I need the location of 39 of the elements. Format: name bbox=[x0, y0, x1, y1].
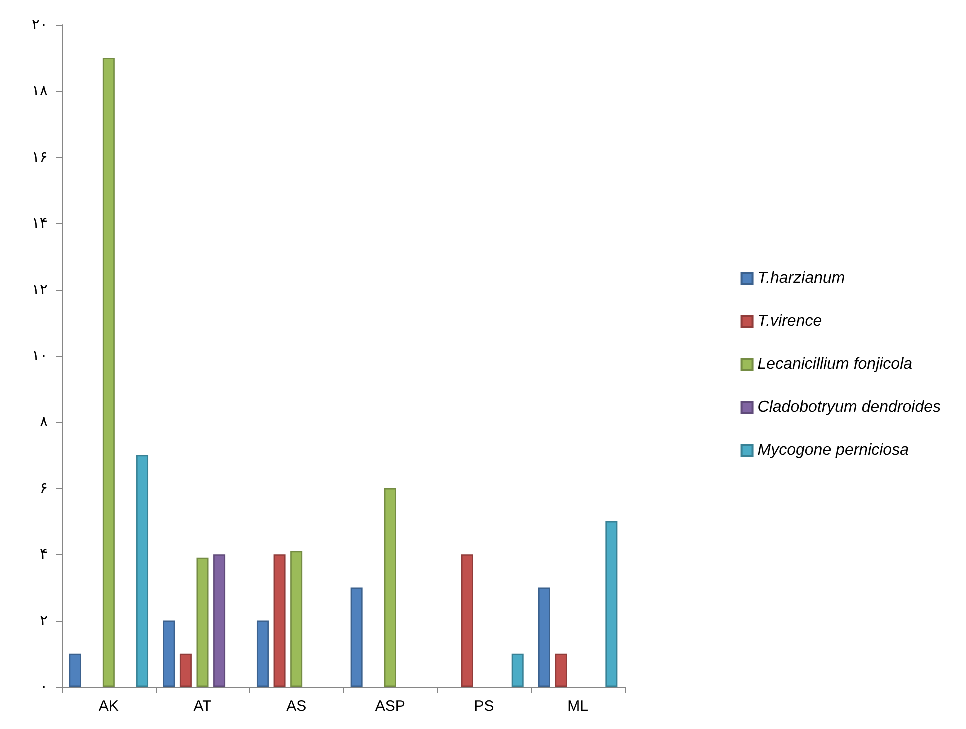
y-tick-label: ۰ bbox=[40, 678, 48, 696]
bar bbox=[606, 522, 618, 687]
bar bbox=[538, 588, 550, 687]
bar bbox=[196, 558, 209, 687]
x-tick-label: ML bbox=[568, 698, 589, 715]
y-tick-label: ۴ bbox=[40, 546, 48, 564]
x-tick-label: AT bbox=[194, 698, 212, 715]
y-tick-label: ۲۰ bbox=[32, 16, 48, 34]
bar bbox=[512, 654, 524, 687]
bar bbox=[102, 58, 115, 687]
bar bbox=[274, 554, 286, 687]
y-tick-label: ۶ bbox=[40, 480, 48, 497]
y-tick-label: ۲ bbox=[40, 612, 48, 630]
y-tick-label: ۱۴ bbox=[32, 215, 48, 232]
legend-label: T.virence bbox=[758, 313, 822, 330]
y-tick-label: ۱۲ bbox=[32, 281, 48, 298]
bar bbox=[136, 455, 149, 687]
bar bbox=[256, 620, 269, 687]
bar bbox=[384, 488, 396, 687]
bar bbox=[555, 654, 568, 687]
x-tick-label: AS bbox=[286, 698, 307, 715]
x-tick-label: ASP bbox=[375, 698, 406, 715]
legend-label: Lecanicillium fonjicola bbox=[758, 356, 913, 373]
y-tick-label: ۱۰ bbox=[32, 348, 48, 364]
bar bbox=[69, 654, 82, 687]
legend-label: Mycogone perniciosa bbox=[758, 442, 910, 459]
y-tick-label: ۱۶ bbox=[32, 148, 48, 166]
bar bbox=[290, 551, 303, 687]
y-tick-label: ۱۸ bbox=[32, 82, 48, 100]
x-tick-label: PS bbox=[474, 698, 494, 715]
bar bbox=[350, 588, 363, 687]
bar bbox=[163, 620, 176, 687]
legend-label: T.harzianum bbox=[758, 270, 846, 287]
bar bbox=[461, 554, 474, 687]
bar bbox=[214, 554, 226, 687]
legend-label: Cladobotryum dendroides bbox=[758, 399, 941, 416]
bar bbox=[180, 654, 192, 687]
y-tick-label: ۸ bbox=[40, 414, 48, 431]
x-tick-label: AK bbox=[98, 698, 119, 715]
